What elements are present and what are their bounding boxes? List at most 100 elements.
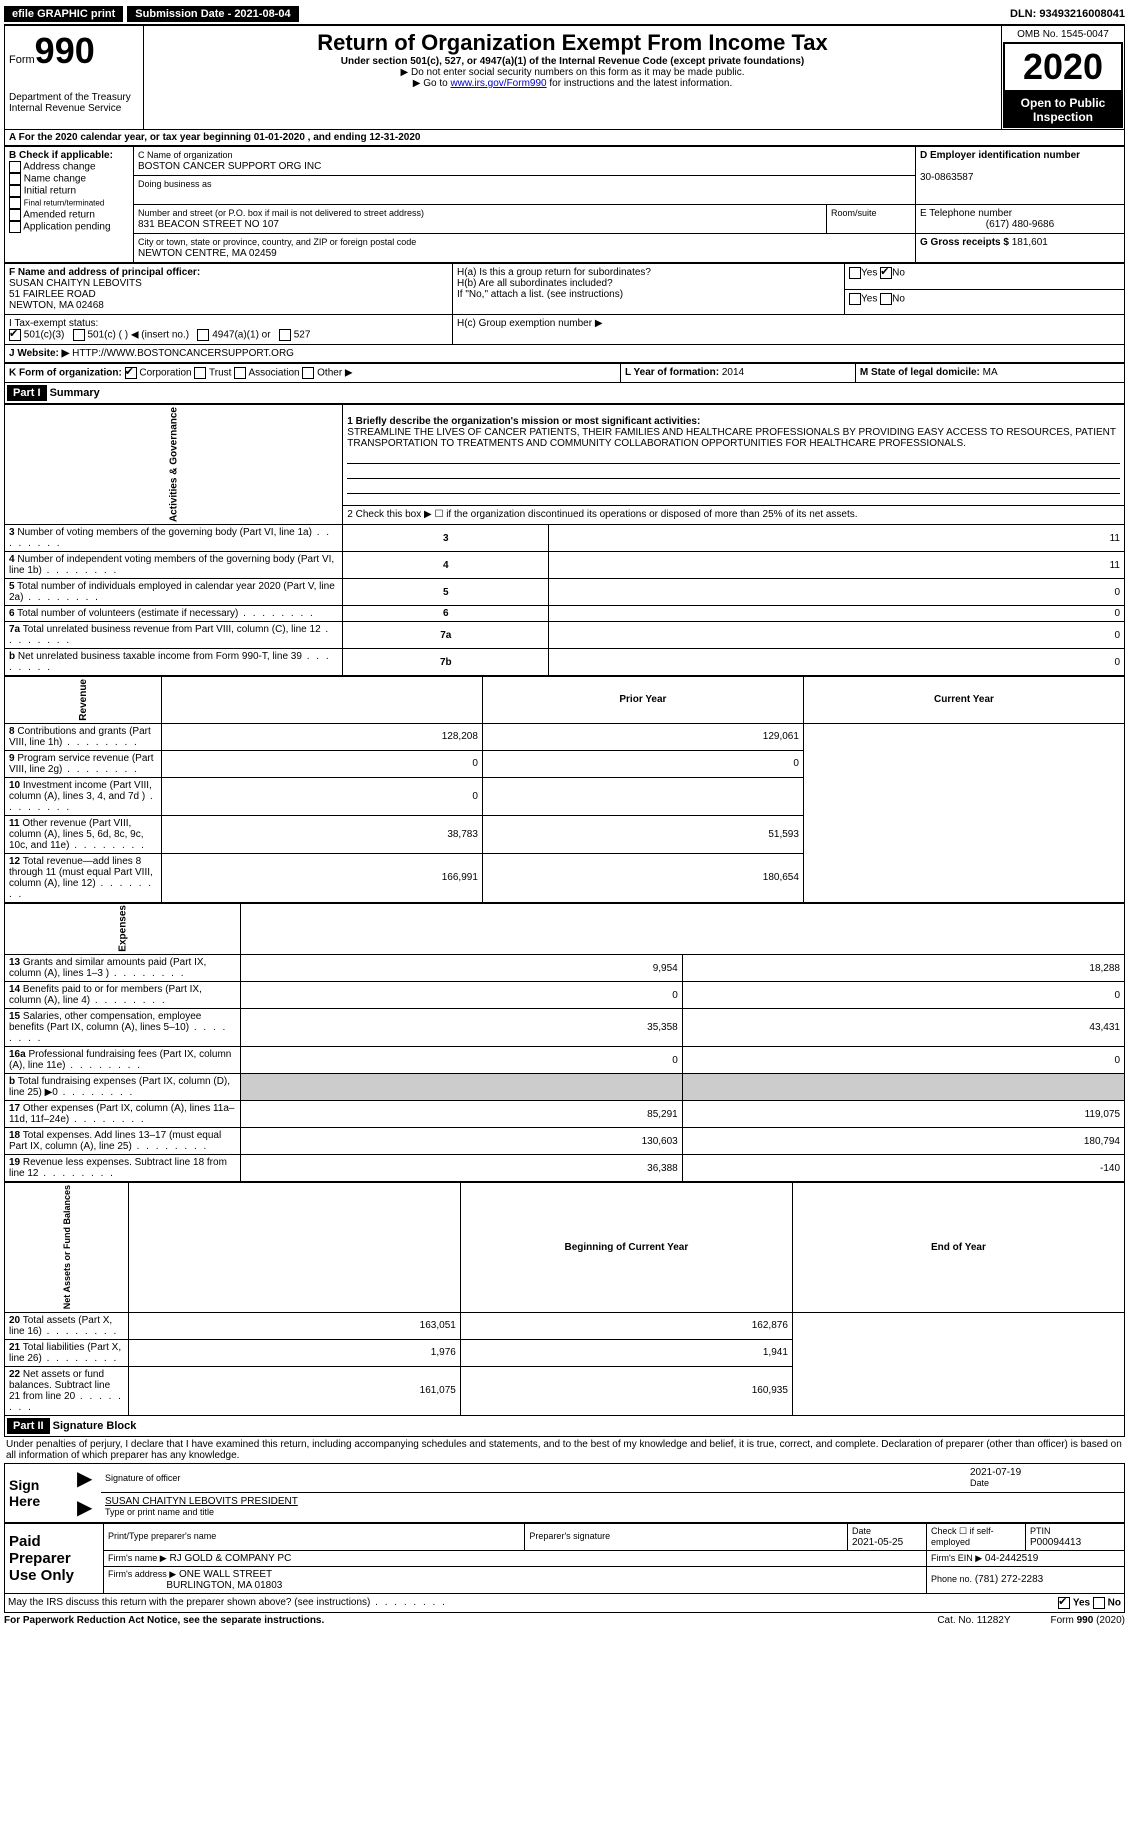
rev-current: 0 <box>482 750 803 777</box>
gov-row-key: 7a <box>343 622 549 649</box>
year-formation: 2014 <box>722 367 744 378</box>
checkbox-527[interactable] <box>279 329 291 341</box>
header-table: Form990 Department of the Treasury Inter… <box>4 25 1125 130</box>
gov-row-key: 5 <box>343 579 549 606</box>
section-klm: K Form of organization: Corporation Trus… <box>4 363 1125 383</box>
city-label: City or town, state or province, country… <box>138 237 416 247</box>
cb-label: Application pending <box>23 222 110 233</box>
exp-row-text: 19 Revenue less expenses. Subtract line … <box>5 1155 241 1182</box>
checkbox-amended[interactable] <box>9 209 21 221</box>
vert-bal: Net Assets or Fund Balances <box>5 1183 129 1312</box>
open-public: Open to Public Inspection <box>1003 92 1123 128</box>
checkbox-final[interactable] <box>9 197 21 209</box>
officer-name-title: SUSAN CHAITYN LEBOVITS PRESIDENT <box>105 1496 298 1507</box>
exp-current: 43,431 <box>682 1009 1124 1047</box>
mission-text: STREAMLINE THE LIVES OF CANCER PATIENTS,… <box>347 427 1116 449</box>
gov-row-text: 3 Number of voting members of the govern… <box>5 525 343 552</box>
checkbox-501c3[interactable] <box>9 329 21 341</box>
addr-label: Number and street (or P.O. box if mail i… <box>138 208 424 218</box>
gov-row-val: 0 <box>549 649 1125 676</box>
opt-label: Other ▶ <box>317 368 352 379</box>
prep-date: 2021-05-25 <box>852 1537 903 1548</box>
vert-exp: Expenses <box>5 903 241 955</box>
city-value: NEWTON CENTRE, MA 02459 <box>138 248 277 259</box>
efile-button[interactable]: efile GRAPHIC print <box>4 6 123 22</box>
checkbox-ha-no[interactable] <box>880 267 892 279</box>
checkbox-name[interactable] <box>9 173 21 185</box>
street-addr: 831 BEACON STREET NO 107 <box>138 219 279 230</box>
yes-label: Yes <box>861 293 877 304</box>
irs-link[interactable]: www.irs.gov/Form990 <box>450 78 546 89</box>
footer-mid: Cat. No. 11282Y <box>937 1615 1010 1626</box>
box-m-label: M State of legal domicile: <box>860 367 980 378</box>
header-sub3-pre: ▶ Go to <box>413 78 451 89</box>
section-b-table: B Check if applicable: Address change Na… <box>4 146 1125 263</box>
checkbox-corp[interactable] <box>125 367 137 379</box>
checkbox-discuss-yes[interactable] <box>1058 1597 1070 1609</box>
opt-label: Corporation <box>139 368 191 379</box>
box-j-label: J Website: ▶ <box>9 348 69 359</box>
discuss-label: May the IRS discuss this return with the… <box>8 1597 447 1609</box>
ein-value: 30-0863587 <box>920 172 973 183</box>
exp-prior: 0 <box>240 1047 682 1074</box>
prep-name-label: Print/Type preparer's name <box>108 1531 216 1541</box>
exp-current: 0 <box>682 982 1124 1009</box>
checkbox-trust[interactable] <box>194 367 206 379</box>
tax-year: 2020 <box>1003 42 1123 92</box>
omb-label: OMB No. 1545-0047 <box>1003 27 1123 42</box>
exp-current: 180,794 <box>682 1128 1124 1155</box>
header-sub3-post: for instructions and the latest informat… <box>547 78 733 89</box>
checkbox-501c[interactable] <box>73 329 85 341</box>
exp-prior <box>240 1074 682 1101</box>
checkbox-hb-yes[interactable] <box>849 293 861 305</box>
opt-label: 4947(a)(1) or <box>212 330 270 341</box>
exp-row-text: 15 Salaries, other compensation, employe… <box>5 1009 241 1047</box>
checkbox-hb-no[interactable] <box>880 293 892 305</box>
footer-right: Form 990 (2020) <box>1051 1615 1125 1626</box>
form-number: 990 <box>35 30 95 71</box>
box-d-label: D Employer identification number <box>920 150 1080 161</box>
opt-label: 501(c)(3) <box>24 330 65 341</box>
cb-label: Final return/terminated <box>24 199 104 208</box>
exp-row-text: 18 Total expenses. Add lines 13–17 (must… <box>5 1128 241 1155</box>
gov-row-val: 11 <box>549 552 1125 579</box>
rev-table: Revenue Prior Year Current Year 8 Contri… <box>4 676 1125 903</box>
box-k-label: K Form of organization: <box>9 368 122 379</box>
checkbox-initial[interactable] <box>9 185 21 197</box>
col-prior: Prior Year <box>482 677 803 724</box>
exp-row-text: 13 Grants and similar amounts paid (Part… <box>5 955 241 982</box>
officer-addr2: NEWTON, MA 02468 <box>9 300 104 311</box>
box-e-label: E Telephone number <box>920 208 1012 219</box>
bal-row-text: 21 Total liabilities (Part X, line 26) <box>5 1339 129 1366</box>
exp-row-text: 14 Benefits paid to or for members (Part… <box>5 982 241 1009</box>
exp-prior: 130,603 <box>240 1128 682 1155</box>
footer-left: For Paperwork Reduction Act Notice, see … <box>4 1615 324 1626</box>
officer-addr1: 51 FAIRLEE ROAD <box>9 289 96 300</box>
header-sub1: Under section 501(c), 527, or 4947(a)(1)… <box>148 56 997 67</box>
exp-prior: 9,954 <box>240 955 682 982</box>
checkbox-discuss-no[interactable] <box>1093 1597 1105 1609</box>
checkbox-pending[interactable] <box>9 221 21 233</box>
checkbox-assoc[interactable] <box>234 367 246 379</box>
exp-row-text: 16a Professional fundraising fees (Part … <box>5 1047 241 1074</box>
ptin: P00094413 <box>1030 1537 1081 1548</box>
room-label: Room/suite <box>831 208 877 218</box>
submission-button[interactable]: Submission Date - 2021-08-04 <box>127 6 298 22</box>
gov-table: Activities & Governance 1 Briefly descri… <box>4 404 1125 676</box>
firm-addr1: ONE WALL STREET <box>179 1569 272 1580</box>
bal-prior: 1,976 <box>128 1339 460 1366</box>
checkbox-address[interactable] <box>9 161 21 173</box>
line-a-text: For the 2020 calendar year, or tax year … <box>19 132 421 143</box>
checkbox-ha-yes[interactable] <box>849 267 861 279</box>
checkbox-4947[interactable] <box>197 329 209 341</box>
rev-current <box>482 777 803 815</box>
exp-prior: 0 <box>240 982 682 1009</box>
bal-prior: 163,051 <box>128 1312 460 1339</box>
rev-prior: 38,783 <box>161 815 482 853</box>
opt-label: 527 <box>294 330 311 341</box>
gov-row-val: 11 <box>549 525 1125 552</box>
rev-prior: 0 <box>161 777 482 815</box>
h-note: If "No," attach a list. (see instruction… <box>457 289 623 300</box>
box-f-label: F Name and address of principal officer: <box>9 267 200 278</box>
checkbox-other[interactable] <box>302 367 314 379</box>
